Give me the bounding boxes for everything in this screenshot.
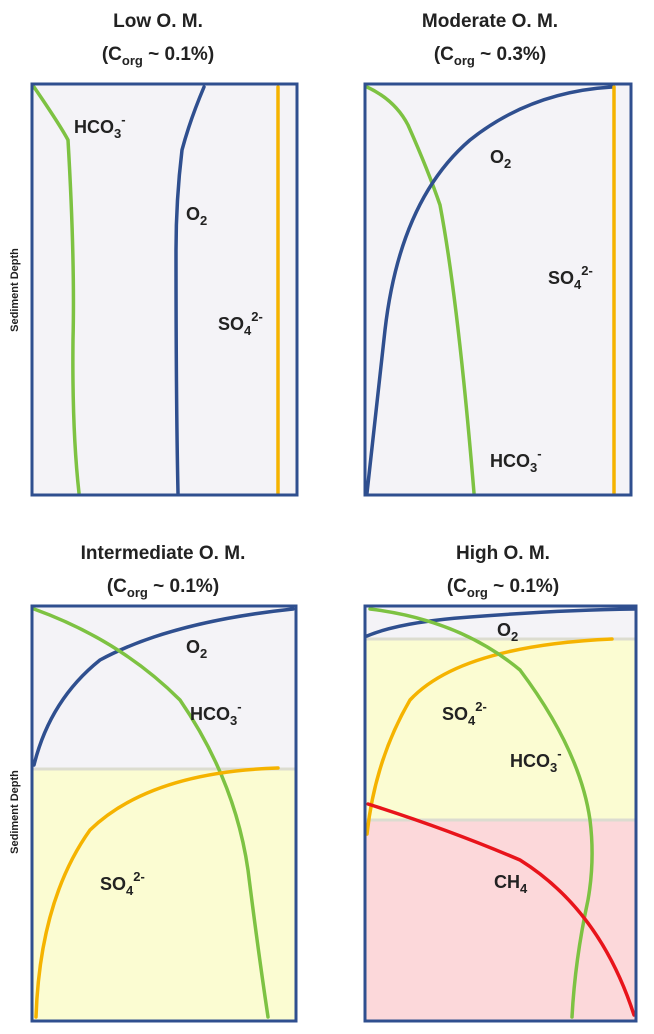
o2-curve bbox=[174, 85, 206, 495]
ch4-curve bbox=[366, 802, 636, 1017]
o2-label: O2 bbox=[490, 147, 511, 171]
panel-frame bbox=[363, 82, 633, 497]
panel-intermediate-om: Intermediate O. M. (Corg ~ 0.1%) O2 HCO3… bbox=[30, 543, 298, 1023]
so4-curve bbox=[34, 766, 280, 1019]
panel-title: Low O. M. bbox=[113, 11, 203, 32]
o2-curve bbox=[365, 85, 614, 495]
so4-label: SO42- bbox=[100, 869, 145, 898]
oxic-zone bbox=[32, 84, 297, 495]
o2-label: O2 bbox=[497, 620, 518, 644]
panel-frame bbox=[30, 604, 298, 1023]
panel-title: Moderate O. M. bbox=[422, 11, 558, 32]
hco3-curve bbox=[365, 85, 476, 495]
ch4-label: CH4 bbox=[494, 872, 528, 896]
panel-high-om: High O. M. (Corg ~ 0.1%) O2 SO42- HCO3- … bbox=[363, 543, 638, 1023]
o2-label: O2 bbox=[186, 204, 207, 228]
panel-moderate-om: Moderate O. M. (Corg ~ 0.3%) O2 SO42- HC… bbox=[363, 11, 633, 497]
y-axis-label-bottom: Sediment Depth bbox=[9, 770, 21, 854]
panel-subtitle: (Corg ~ 0.1%) bbox=[447, 576, 559, 600]
sulfate-reduction-zone bbox=[32, 769, 296, 1021]
hco3-label: HCO3- bbox=[510, 746, 562, 775]
sulfate-reduction-zone bbox=[365, 639, 636, 820]
hco3-curve bbox=[32, 85, 81, 495]
o2-curve bbox=[32, 607, 295, 767]
hco3-curve bbox=[368, 607, 594, 1019]
hco3-label: HCO3- bbox=[190, 699, 242, 728]
hco3-curve bbox=[32, 607, 270, 1019]
o2-curve bbox=[365, 607, 636, 638]
y-axis-label-top: Sediment Depth bbox=[9, 248, 21, 332]
panel-title: High O. M. bbox=[456, 543, 550, 564]
oxic-zone bbox=[365, 84, 631, 495]
panel-frame bbox=[30, 82, 299, 497]
so4-label: SO42- bbox=[548, 263, 593, 292]
o2-label: O2 bbox=[186, 637, 207, 661]
so4-curve bbox=[365, 637, 614, 836]
hco3-label: HCO3- bbox=[74, 112, 126, 141]
panel-subtitle: (Corg ~ 0.1%) bbox=[102, 44, 214, 68]
panel-subtitle: (Corg ~ 0.1%) bbox=[107, 576, 219, 600]
panel-title: Intermediate O. M. bbox=[81, 543, 246, 564]
hco3-label: HCO3- bbox=[490, 446, 542, 475]
panel-frame bbox=[363, 604, 638, 1023]
so4-label: SO42- bbox=[442, 699, 487, 728]
panel-subtitle: (Corg ~ 0.3%) bbox=[434, 44, 546, 68]
panel-low-om: Low O. M. (Corg ~ 0.1%) HCO3- O2 SO42- bbox=[30, 11, 299, 497]
so4-label: SO42- bbox=[218, 309, 263, 338]
